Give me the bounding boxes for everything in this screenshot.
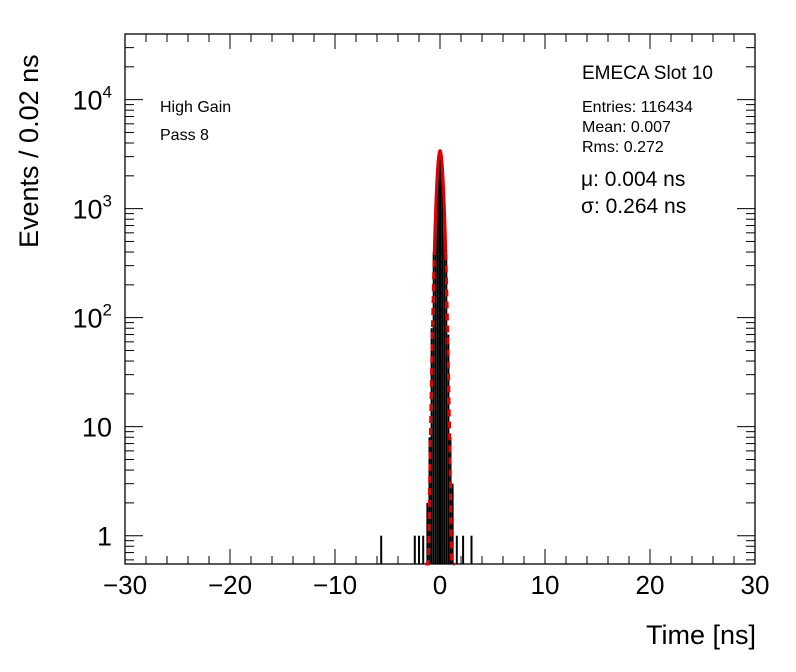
fit-mu: μ: 0.004 ns [581,168,686,191]
fit-curve [425,149,455,566]
fit-curve-tail-right [444,253,455,566]
fit-sigma: σ: 0.264 ns [581,195,687,218]
y-tick-label-base: 10 [82,413,112,443]
y-tick-label: 10 [82,413,112,443]
x-tick-label: 20 [636,570,665,600]
x-tick-label: −20 [208,570,252,600]
fit-curve-core [432,149,448,254]
x-tick-label: 0 [433,570,447,600]
chart-title: EMECA Slot 10 [582,63,713,84]
annotation-pass: Pass 8 [160,127,209,144]
annotation-gain: High Gain [160,99,232,116]
x-tick-labels: −30 −20 −10 0 10 20 30 [103,570,770,600]
y-tick-label: 102 [72,301,112,334]
y-tick-label: 1 [97,522,112,552]
fit-curve-tail-left [425,253,436,566]
y-tick-label-exponent: 3 [103,192,112,211]
y-tick-label: 104 [72,83,112,116]
y-tick-label-exponent: 4 [103,83,112,102]
y-tick-label-base: 10 [72,195,102,225]
stat-rms: Rms: 0.272 [582,139,664,156]
stat-mean: Mean: 0.007 [582,119,671,136]
x-axis-label: Time [ns] [645,620,756,650]
x-tick-label: −30 [103,570,147,600]
y-axis-label: Events / 0.02 ns [14,54,44,248]
x-tick-label: 30 [741,570,770,600]
histogram-bars [380,150,473,564]
y-tick-label: 103 [72,192,112,225]
y-tick-label-base: 10 [72,86,102,116]
x-tick-label: −10 [313,570,357,600]
y-tick-label-base: 1 [97,522,112,552]
stat-entries: Entries: 116434 [582,99,693,116]
axis-ticks [124,33,756,564]
y-tick-label-base: 10 [72,304,102,334]
x-tick-label: 10 [531,570,560,600]
y-tick-label-exponent: 2 [103,301,112,320]
